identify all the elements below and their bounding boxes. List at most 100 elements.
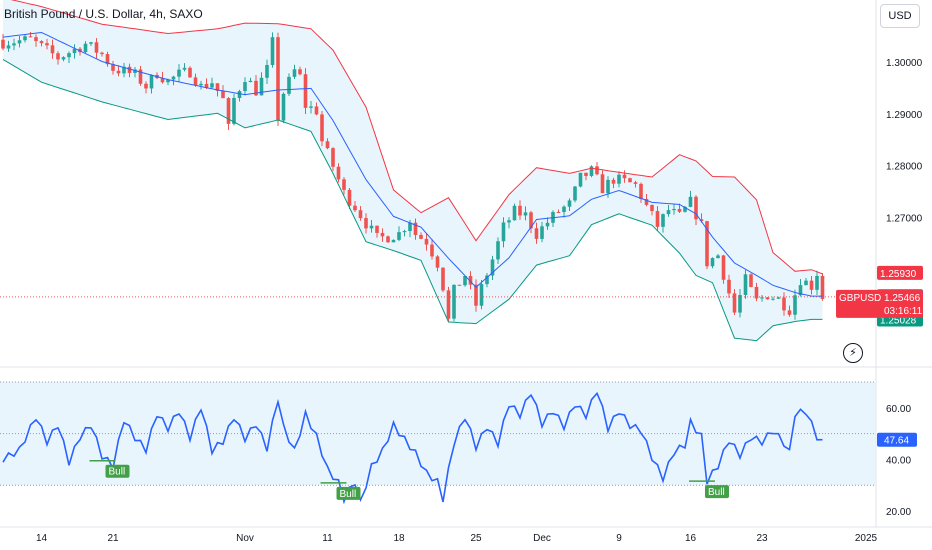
candle-body xyxy=(578,172,583,187)
candle-body xyxy=(380,232,385,237)
candle-body xyxy=(804,280,808,286)
rsi-value-label: 47.64 xyxy=(884,436,909,447)
rsi-pane: Bull Bull Bull xyxy=(0,381,876,505)
candle-body xyxy=(644,198,649,205)
candle-body xyxy=(100,52,104,55)
candle-body xyxy=(369,225,374,229)
rsi-tick-label: 60.00 xyxy=(886,404,911,415)
candle-body xyxy=(754,286,759,299)
price-label: 1.25028 xyxy=(880,316,917,327)
candle-body xyxy=(776,297,781,299)
candle-body xyxy=(83,43,88,53)
candle-body xyxy=(193,77,198,86)
price-tick-label: 1.30000 xyxy=(886,58,923,69)
bollinger-fill xyxy=(3,0,823,341)
candle-body xyxy=(160,78,165,83)
candle-body xyxy=(402,231,407,233)
candle-body xyxy=(232,97,236,124)
candle-body xyxy=(336,166,341,180)
rsi-tick-label: 40.00 xyxy=(886,455,911,466)
bull-badge xyxy=(105,464,130,478)
countdown-label: 03:16:11 xyxy=(884,306,923,317)
candle-body xyxy=(677,208,682,212)
candle-body xyxy=(518,205,522,216)
candle-body xyxy=(523,212,528,216)
candle-body xyxy=(584,172,588,176)
axes: 1.300001.290001.280001.270001.259301.254… xyxy=(36,58,923,544)
candle-body xyxy=(463,275,467,286)
candle-body xyxy=(364,218,368,229)
candle-body xyxy=(661,214,665,227)
candle-body xyxy=(479,284,484,306)
candle-body xyxy=(397,232,401,240)
candle-body xyxy=(111,64,115,71)
current-price-box xyxy=(836,289,923,318)
candle-body xyxy=(798,285,803,296)
candle-body xyxy=(507,220,511,223)
candle-body xyxy=(815,275,819,290)
candle-body xyxy=(688,196,693,207)
rsi-value-box xyxy=(877,432,917,447)
candle-body xyxy=(67,53,71,58)
symbol-title[interactable]: British Pound / U.S. Dollar, 4h, SAXO xyxy=(4,7,203,21)
time-tick-label: 14 xyxy=(36,533,48,544)
candle-body xyxy=(138,69,143,84)
time-tick-label: Nov xyxy=(236,533,254,544)
candle-body xyxy=(166,79,170,83)
candle-body xyxy=(468,275,473,285)
candle-body xyxy=(441,267,445,291)
candle-body xyxy=(595,166,599,175)
candle-body xyxy=(309,106,313,108)
candle-body xyxy=(562,206,566,213)
candle-body xyxy=(721,255,726,280)
candle-body xyxy=(529,212,533,229)
candle-body xyxy=(72,48,77,54)
candle-body xyxy=(17,40,22,44)
candle-body xyxy=(177,69,181,77)
candle-body xyxy=(314,106,319,115)
time-tick-label: 16 xyxy=(685,533,697,544)
candle-body xyxy=(419,234,423,239)
candle-body xyxy=(501,222,506,242)
lightning-icon[interactable]: ⚡︎ xyxy=(843,343,863,363)
candle-body xyxy=(633,182,638,184)
candle-body xyxy=(199,83,203,86)
currency-button[interactable]: USD xyxy=(880,4,920,28)
bollinger-upper xyxy=(10,0,823,275)
candle-body xyxy=(628,178,632,183)
candle-body xyxy=(122,66,126,74)
candle-body xyxy=(358,210,363,219)
candle-body xyxy=(221,90,225,99)
candle-body xyxy=(540,226,544,239)
candle-body xyxy=(89,42,93,44)
time-tick-label: 2025 xyxy=(855,533,878,544)
candle-body xyxy=(105,54,110,65)
candle-body xyxy=(391,239,396,243)
candle-body xyxy=(144,83,148,89)
candle-body xyxy=(705,221,709,267)
candle-body xyxy=(622,174,627,179)
candle-body xyxy=(413,222,418,235)
candle-body xyxy=(292,69,297,77)
candle-body xyxy=(710,258,715,267)
candle-body xyxy=(435,256,440,268)
candle-body xyxy=(512,205,517,221)
bull-label: Bull xyxy=(109,467,126,478)
price-tick-label: 1.27000 xyxy=(886,213,923,224)
candle-body xyxy=(545,222,550,227)
price-tick-label: 1.29000 xyxy=(886,110,923,121)
candle-body xyxy=(771,298,775,300)
candle-body xyxy=(61,57,66,60)
candle-body xyxy=(606,179,610,194)
candle-body xyxy=(28,36,33,38)
candle-body xyxy=(683,206,687,212)
time-tick-label: 25 xyxy=(470,533,482,544)
candle-body xyxy=(287,76,291,94)
bull-badge xyxy=(705,485,729,499)
price-pane xyxy=(0,0,876,342)
candle-body xyxy=(446,290,451,319)
price-label-box xyxy=(877,265,923,280)
candle-body xyxy=(589,166,594,176)
candle-body xyxy=(12,43,16,46)
